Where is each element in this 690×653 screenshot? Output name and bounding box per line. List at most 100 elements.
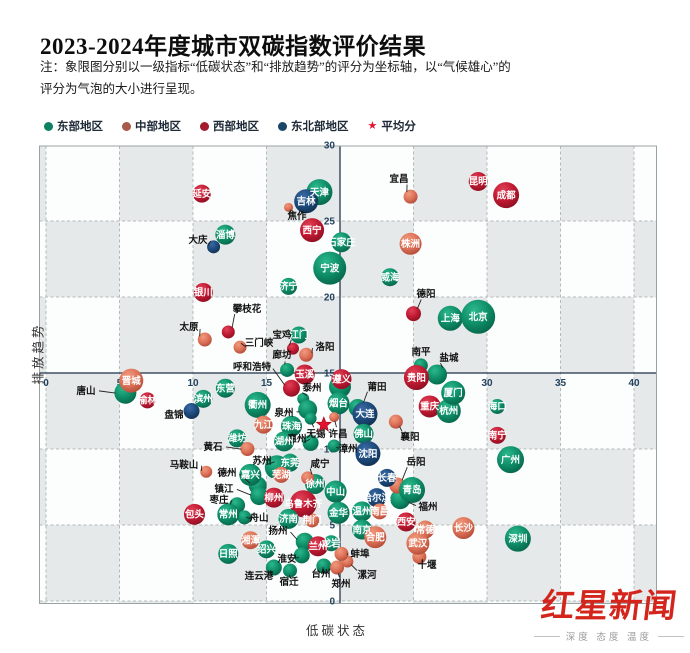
city-label-inside: 济南 (279, 513, 299, 525)
label-leader-line (265, 461, 275, 466)
city-label-outside: 十堰 (417, 559, 437, 571)
city-bubble (217, 503, 240, 526)
city-bubble (294, 364, 315, 385)
city-bubble (289, 490, 317, 518)
city-label-inside: 南昌 (370, 506, 389, 518)
city-label-inside: 西安 (397, 516, 417, 528)
city-bubble (263, 487, 284, 508)
city-label-outside: 德阳 (416, 288, 435, 300)
city-label-outside: 漳州 (338, 443, 357, 455)
city-bubble (331, 232, 352, 253)
city-label-inside: 海口 (488, 401, 507, 413)
city-label-inside: 济宁 (279, 281, 299, 293)
city-bubble (197, 332, 212, 347)
red-star-news-logo: 红星新闻 (538, 589, 680, 625)
svg-text:0: 0 (329, 597, 335, 608)
city-label-inside: 吉林 (297, 195, 317, 207)
city-label-inside: 威海 (380, 271, 400, 283)
city-label-outside: 唐山 (76, 385, 95, 397)
city-bubble (300, 218, 325, 243)
city-label-inside: 株洲 (401, 238, 420, 250)
label-leader-line (290, 531, 298, 540)
city-label-inside: 中山 (326, 486, 345, 498)
city-label-inside: 宁波 (320, 262, 340, 274)
city-bubble (273, 466, 290, 483)
city-bubble (299, 347, 314, 362)
city-label-outside: 连云港 (245, 570, 274, 582)
city-bubble (497, 446, 525, 474)
city-bubble (293, 547, 310, 564)
tagline-rule-left (533, 635, 560, 637)
city-bubble (331, 369, 352, 390)
city-bubble (353, 423, 374, 444)
average-star-icon: ★ (367, 119, 378, 132)
city-label-inside: 淄博 (216, 229, 236, 241)
city-label-inside: 武汉 (408, 537, 428, 549)
city-bubble (183, 403, 200, 419)
city-bubble (304, 412, 317, 425)
label-leader-line (98, 390, 116, 394)
city-bubble (437, 305, 463, 331)
city-label-outside: 盐城 (439, 352, 459, 364)
label-leader-line (229, 500, 233, 505)
city-label-inside: 南京 (353, 524, 373, 536)
city-bubble (280, 277, 298, 295)
city-label-inside: 北京 (469, 311, 489, 323)
city-label-inside: 珠海 (282, 420, 302, 432)
label-leader-line (231, 314, 236, 329)
tagline-text: 深度 态度 温度 (565, 632, 652, 643)
city-label-inside: 延安 (191, 188, 212, 200)
city-label-inside: 昆明 (469, 177, 489, 188)
city-label-inside: 厦门 (444, 387, 463, 399)
city-label-inside: 沈阳 (358, 448, 377, 460)
city-label-outside: 三门峡 (245, 337, 274, 349)
city-bubbles (114, 171, 531, 578)
city-bubble (119, 368, 144, 393)
city-label-outside: 南平 (411, 346, 431, 358)
label-leader-line (246, 516, 251, 520)
city-bubble (352, 401, 378, 427)
city-label-inside: 南宁 (488, 430, 508, 442)
legend-item-3: 东北部地区 (278, 118, 349, 134)
city-label-outside: 宿迁 (279, 576, 299, 588)
city-bubble (399, 232, 422, 255)
city-label-outside: 宝鸡 (272, 329, 292, 341)
city-bubble (284, 202, 294, 212)
city-bubble (183, 503, 205, 525)
city-bubble (403, 365, 429, 391)
label-leader-line (335, 446, 340, 449)
city-bubble (218, 543, 239, 564)
city-bubble (207, 240, 221, 254)
city-label-outside: 舟山 (249, 512, 268, 524)
city-bubble (280, 362, 295, 377)
city-label-inside: 温州 (353, 506, 372, 518)
city-bubble (504, 525, 531, 552)
city-label-outside: 郑州 (331, 578, 350, 590)
label-leader-line (321, 567, 324, 573)
label-leader-line (295, 556, 299, 559)
city-label-outside: 咸宁 (309, 458, 330, 470)
city-label-inside: 嘉兴 (240, 469, 261, 481)
city-label-outside: 盘锦 (164, 409, 184, 421)
label-leader-line (303, 438, 311, 443)
city-label-inside: 遵义 (332, 373, 352, 385)
x-axis-title: 低碳状态 (305, 624, 369, 638)
region-dot-icon (122, 121, 131, 131)
city-bubble (406, 531, 430, 555)
svg-text:25: 25 (324, 217, 336, 228)
city-label-inside: 乌鲁木齐 (284, 498, 323, 510)
city-label-inside: 烟台 (329, 398, 349, 410)
city-label-inside: 日照 (219, 549, 239, 560)
city-label-inside: 青岛 (403, 484, 422, 496)
city-bubble (327, 501, 350, 524)
legend-item-4: ★ 平均分 (368, 118, 416, 134)
city-label-inside: 潍坊 (228, 433, 248, 445)
city-bubble (406, 306, 421, 322)
city-label-inside: 滨州 (194, 393, 213, 405)
city-label-inside: 天津 (310, 186, 330, 198)
city-label-inside: 银川 (194, 287, 213, 299)
city-label-outside: 岳阳 (406, 456, 425, 468)
city-label-outside: 莆田 (367, 381, 386, 393)
city-bubble (215, 224, 236, 245)
